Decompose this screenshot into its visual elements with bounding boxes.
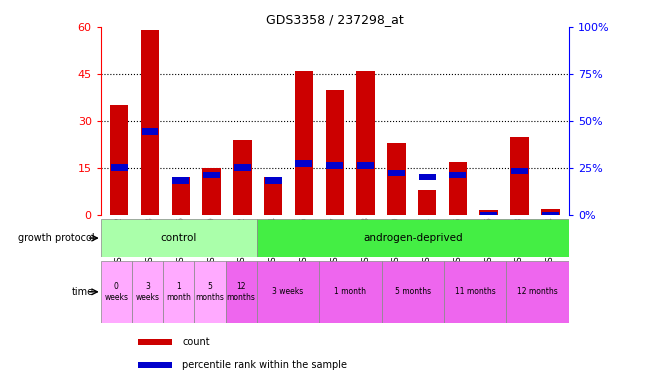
Bar (141, 30, 159, 215)
Bar (234, 164, 251, 170)
Bar (163, 261, 194, 323)
Text: growth protocol: growth protocol (18, 233, 94, 243)
Bar (172, 177, 189, 184)
Text: count: count (182, 337, 210, 347)
Text: percentile rank within the sample: percentile rank within the sample (182, 360, 347, 370)
Text: 11 months: 11 months (455, 287, 495, 296)
Text: 5 months: 5 months (395, 287, 431, 296)
Text: 3 weeks: 3 weeks (272, 287, 304, 296)
Bar (506, 261, 569, 323)
Bar (480, 210, 498, 215)
Bar (388, 170, 405, 176)
Bar (356, 71, 375, 215)
Bar (541, 209, 560, 215)
Bar (132, 261, 163, 323)
Bar (480, 212, 497, 218)
Bar (257, 261, 319, 323)
Bar (542, 212, 559, 218)
Text: 5
months: 5 months (196, 282, 224, 301)
Bar (226, 261, 257, 323)
Bar (510, 137, 528, 215)
Bar (326, 162, 343, 169)
Bar (357, 162, 374, 169)
Bar (387, 143, 406, 215)
Bar (101, 215, 569, 278)
Bar (449, 172, 467, 178)
Bar (418, 190, 436, 215)
Bar (294, 71, 313, 215)
Title: GDS3358 / 237298_at: GDS3358 / 237298_at (266, 13, 404, 26)
Bar (511, 168, 528, 174)
Bar (319, 261, 382, 323)
Bar (101, 219, 257, 257)
Bar (233, 140, 252, 215)
Bar (111, 164, 127, 170)
Bar (257, 219, 569, 257)
Bar (202, 168, 221, 215)
Bar (448, 162, 467, 215)
Bar (265, 177, 281, 184)
Text: 12
months: 12 months (227, 282, 255, 301)
Bar (110, 105, 129, 215)
Bar (382, 261, 444, 323)
Bar (444, 261, 506, 323)
Bar (172, 177, 190, 215)
Bar (419, 174, 436, 180)
Bar (194, 261, 226, 323)
Text: control: control (161, 233, 197, 243)
Text: androgen-deprived: androgen-deprived (363, 233, 463, 243)
Text: 12 months: 12 months (517, 287, 558, 296)
Bar (264, 177, 282, 215)
Bar (138, 362, 172, 367)
Bar (101, 261, 132, 323)
Text: 3
weeks: 3 weeks (136, 282, 159, 301)
Bar (296, 161, 313, 167)
Bar (326, 89, 344, 215)
Bar (203, 172, 220, 178)
Bar (142, 129, 159, 135)
Text: 1
month: 1 month (166, 282, 191, 301)
Bar (138, 339, 172, 344)
Text: time: time (72, 287, 94, 297)
Text: 1 month: 1 month (334, 287, 367, 296)
Text: 0
weeks: 0 weeks (105, 282, 128, 301)
